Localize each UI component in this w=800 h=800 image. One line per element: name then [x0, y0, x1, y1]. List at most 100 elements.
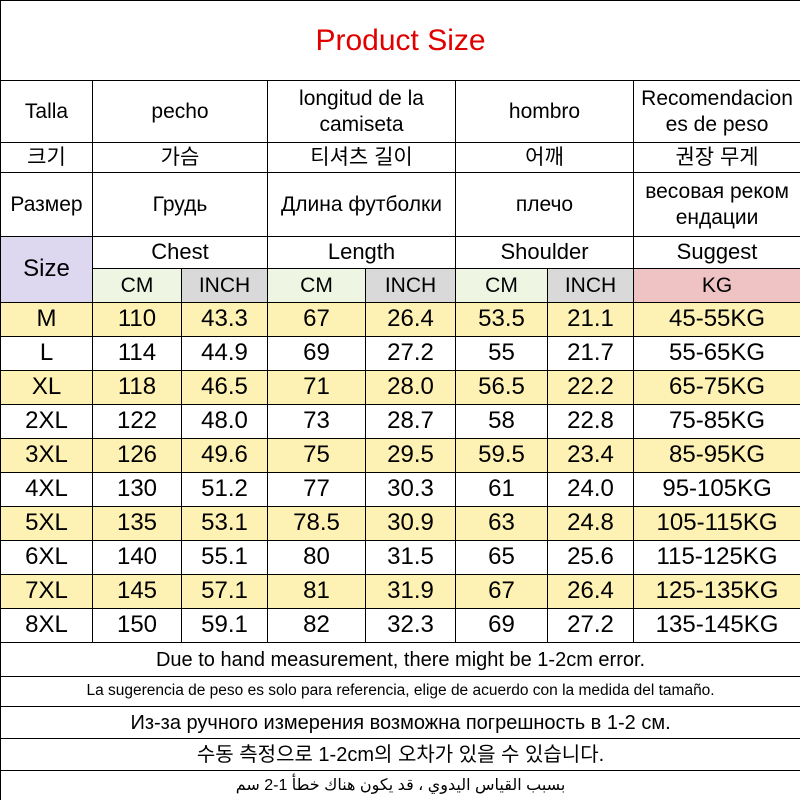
value-cell: 31.5 [365, 540, 456, 575]
value-cell: 22.2 [547, 370, 634, 405]
value-cell: 21.1 [547, 302, 634, 337]
size-header: Size [0, 236, 93, 303]
size-cell: 7XL [0, 574, 93, 609]
value-cell: 65-75KG [632, 370, 800, 405]
value-cell: 77 [267, 472, 366, 507]
table-row: Size Chest Length Shoulder Suggest [0, 236, 800, 303]
table-row: 수동 측정으로 1-2cm의 오차가 있을 수 있습니다. [0, 738, 800, 771]
unit-header: INCH [181, 268, 268, 303]
value-cell: 28.7 [365, 404, 456, 439]
note: Из-за ручного измерения возможна погрешн… [0, 706, 800, 739]
header-cell: 가슴 [92, 142, 268, 173]
value-cell: 135-145KG [632, 608, 800, 643]
value-cell: 22.8 [547, 404, 634, 439]
header-cell: hombro [455, 80, 634, 143]
value-cell: 43.3 [181, 302, 268, 337]
value-cell: 65 [455, 540, 548, 575]
value-cell: 27.2 [365, 336, 456, 371]
value-cell: 21.7 [547, 336, 634, 371]
value-cell: 78.5 [267, 506, 366, 541]
value-cell: 130 [92, 472, 182, 507]
note: La sugerencia de peso es solo para refer… [0, 676, 800, 707]
note: Due to hand measurement, there might be … [0, 642, 800, 677]
group-header: Length [267, 236, 456, 269]
value-cell: 30.9 [365, 506, 456, 541]
note: بسبب القياس اليدوي ، قد يكون هناك خطأ 1-… [0, 770, 800, 800]
value-cell: 69 [455, 608, 548, 643]
size-cell: 2XL [0, 404, 93, 439]
header-cell: Talla [0, 80, 93, 143]
size-cell: 3XL [0, 438, 93, 473]
value-cell: 110 [92, 302, 182, 337]
table-row: بسبب القياس اليدوي ، قد يكون هناك خطأ 1-… [0, 770, 800, 800]
note: 수동 측정으로 1-2cm의 오차가 있을 수 있습니다. [0, 738, 800, 771]
value-cell: 49.6 [181, 438, 268, 473]
value-cell: 57.1 [181, 574, 268, 609]
value-cell: 81 [267, 574, 366, 609]
table-row: Размер Грудь Длина футболки плечо весовая ре… [0, 172, 800, 237]
header-cell: 크기 [0, 142, 93, 173]
value-cell: 30.3 [365, 472, 456, 507]
table-row: 크기 가슴 티셔츠 길이 어깨 권장 무게 [0, 142, 800, 173]
value-cell: 122 [92, 404, 182, 439]
value-cell: 53.5 [455, 302, 548, 337]
value-cell: 46.5 [181, 370, 268, 405]
value-cell: 48.0 [181, 404, 268, 439]
header-cell: Грудь [92, 172, 268, 237]
table-row: 8XL 150 59.1 82 32.3 69 27.2 135-145KG [0, 608, 800, 643]
value-cell: 135 [92, 506, 182, 541]
header-cell: longitud de la camiseta [267, 80, 456, 143]
value-cell: 67 [267, 302, 366, 337]
value-cell: 24.8 [547, 506, 634, 541]
table-row: Talla pecho longitud de la camiseta hombro R… [0, 80, 800, 143]
unit-header: INCH [365, 268, 456, 303]
value-cell: 56.5 [455, 370, 548, 405]
unit-header: KG [632, 268, 800, 303]
unit-header: CM [267, 268, 366, 303]
table-row: 2XL 122 48.0 73 28.7 58 22.8 75-85KG [0, 404, 800, 439]
value-cell: 32.3 [365, 608, 456, 643]
table-row: M 110 43.3 67 26.4 53.5 21.1 45-55KG [0, 302, 800, 337]
value-cell: 105-115KG [632, 506, 800, 541]
table-row: XL 118 46.5 71 28.0 56.5 22.2 65-75KG [0, 370, 800, 405]
value-cell: 58 [455, 404, 548, 439]
value-cell: 23.4 [547, 438, 634, 473]
group-header: Suggest [632, 236, 800, 269]
value-cell: 55-65KG [632, 336, 800, 371]
header-cell: 티셔츠 길이 [267, 142, 456, 173]
value-cell: 71 [267, 370, 366, 405]
size-cell: 6XL [0, 540, 93, 575]
header-cell: 어깨 [455, 142, 634, 173]
header-cell: Длина футболки [267, 172, 456, 237]
value-cell: 150 [92, 608, 182, 643]
value-cell: 26.4 [365, 302, 456, 337]
value-cell: 27.2 [547, 608, 634, 643]
value-cell: 59.1 [181, 608, 268, 643]
value-cell: 114 [92, 336, 182, 371]
value-cell: 115-125KG [632, 540, 800, 575]
value-cell: 125-135KG [632, 574, 800, 609]
value-cell: 80 [267, 540, 366, 575]
value-cell: 51.2 [181, 472, 268, 507]
value-cell: 55.1 [181, 540, 268, 575]
value-cell: 31.9 [365, 574, 456, 609]
table-row: Due to hand measurement, there might be … [0, 642, 800, 677]
value-cell: 44.9 [181, 336, 268, 371]
unit-header: CM [92, 268, 182, 303]
value-cell: 61 [455, 472, 548, 507]
header-cell: плечо [455, 172, 634, 237]
value-cell: 73 [267, 404, 366, 439]
size-cell: L [0, 336, 93, 371]
header-cell: 권장 무게 [632, 142, 800, 173]
value-cell: 95-105KG [632, 472, 800, 507]
header-cell: Размер [0, 172, 93, 237]
unit-header: INCH [547, 268, 634, 303]
table-row: 4XL 130 51.2 77 30.3 61 24.0 95-105KG [0, 472, 800, 507]
size-cell: XL [0, 370, 93, 405]
size-cell: 8XL [0, 608, 93, 643]
table-row: 3XL 126 49.6 75 29.5 59.5 23.4 85-95KG [0, 438, 800, 473]
group-header: Shoulder [455, 236, 634, 269]
value-cell: 69 [267, 336, 366, 371]
table-row: La sugerencia de peso es solo para refer… [0, 676, 800, 707]
